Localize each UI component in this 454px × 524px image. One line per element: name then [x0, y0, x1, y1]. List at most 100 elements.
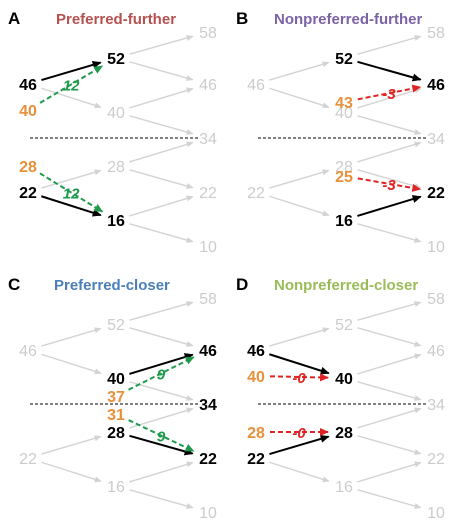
tree-edge	[41, 461, 102, 483]
node-value: 10	[199, 239, 217, 256]
difference-label: -3	[382, 177, 396, 194]
tree-edge	[129, 87, 194, 109]
node-value: 28	[335, 425, 353, 442]
node-value: 22	[19, 185, 37, 202]
node-value: 22	[19, 451, 37, 468]
difference-label: -3	[382, 86, 396, 103]
tree-edge	[357, 353, 422, 375]
node-value: 40	[335, 105, 353, 122]
tree-edge	[357, 435, 422, 455]
difference-label: 9	[157, 366, 166, 383]
node-value: 22	[427, 451, 445, 468]
panel-b: B Nonpreferred-further 46 22 52 40 28 16 58 46 3…	[236, 9, 445, 256]
tree-edge	[269, 61, 330, 81]
chosen-arrow	[129, 353, 194, 375]
node-value: 40	[107, 371, 125, 388]
node-value: 16	[107, 213, 125, 230]
chosen-arrow	[129, 434, 194, 456]
tree-edge	[129, 35, 194, 55]
node-value: 52	[107, 317, 125, 334]
tree-edge	[129, 327, 194, 347]
node-value: 22	[247, 185, 265, 202]
tree-b: 46 22 52 40 28 16 58 46 34 22 10 43 25 -3 -3	[247, 25, 445, 256]
tree-edge	[41, 169, 102, 189]
difference-arrow	[39, 65, 104, 104]
node-value: 46	[19, 77, 37, 94]
node-value: 28	[107, 159, 125, 176]
tree-edge	[357, 141, 422, 163]
node-value: 58	[199, 25, 217, 42]
tree-edge	[357, 407, 422, 429]
node-value: 10	[427, 505, 445, 522]
tree-edge	[129, 169, 194, 189]
tree-edge	[357, 223, 422, 243]
node-value: 34	[427, 131, 445, 148]
tree-edge	[129, 195, 194, 217]
difference-label: 12	[63, 185, 80, 202]
tree-edge	[357, 461, 422, 483]
node-value: 34	[199, 397, 217, 414]
panel-title: Nonpreferred-further	[274, 11, 423, 28]
difference-label: 12	[63, 78, 80, 95]
alternative-value: 37	[107, 389, 125, 406]
tree-edge	[269, 461, 330, 483]
tree-a: 46 22 52 40 28 16 58 46 34 22 10 40 28 12 12	[19, 25, 217, 256]
tree-edge	[269, 87, 330, 109]
chosen-arrow	[269, 353, 330, 375]
tree-edge	[129, 141, 194, 163]
node-value: 46	[19, 343, 37, 360]
node-value: 46	[199, 343, 217, 360]
node-value: 16	[335, 213, 353, 230]
panel-letter: D	[236, 275, 248, 294]
tree-edge	[357, 301, 422, 321]
node-value: 46	[427, 77, 445, 94]
panel-d: D Nonpreferred-closer 46 22 52 40 28 16 58 46 34…	[236, 275, 445, 522]
chosen-arrow	[357, 195, 422, 217]
difference-arrow	[39, 172, 104, 213]
difference-arrow	[357, 84, 422, 101]
alternative-value: 28	[19, 159, 37, 176]
panel-title: Nonpreferred-closer	[274, 277, 418, 294]
tree-edge	[129, 489, 194, 509]
tree-edge	[357, 327, 422, 347]
tree-edge	[357, 381, 422, 401]
panel-letter: C	[8, 275, 20, 294]
panel-a: A Preferred-further 46 22 52 40 28 16 58 46 34 22…	[8, 9, 217, 256]
node-value: 40	[107, 105, 125, 122]
node-value: 46	[247, 343, 265, 360]
tree-edge	[41, 87, 102, 109]
node-value: 58	[427, 25, 445, 42]
difference-arrow	[269, 373, 330, 382]
node-value: 58	[427, 291, 445, 308]
panel-title: Preferred-further	[56, 11, 176, 28]
alternative-value: 40	[247, 369, 265, 386]
difference-label: -0	[292, 370, 306, 387]
node-value: 16	[335, 479, 353, 496]
tree-edge	[41, 353, 102, 375]
node-value: 58	[199, 291, 217, 308]
alternative-value: 28	[247, 425, 265, 442]
panel-c: C Preferred-closer 46 22 52 40 28 16 58 46 34 22 1…	[8, 275, 217, 522]
node-value: 22	[199, 451, 217, 468]
tree-edge	[269, 169, 330, 189]
node-value: 46	[247, 77, 265, 94]
node-value: 22	[199, 185, 217, 202]
node-value: 34	[427, 397, 445, 414]
panel-title: Preferred-closer	[54, 277, 170, 294]
node-value: 10	[427, 239, 445, 256]
panel-letter: B	[236, 9, 248, 28]
tree-d: 46 22 52 40 28 16 58 46 34 22 10 40 28 -0 -0	[247, 291, 445, 522]
chosen-arrow	[41, 195, 102, 217]
node-value: 52	[107, 51, 125, 68]
alternative-value: 31	[107, 407, 125, 424]
node-value: 52	[335, 317, 353, 334]
tree-edge	[357, 169, 422, 189]
chosen-arrow	[357, 60, 422, 82]
chosen-arrow	[41, 60, 102, 81]
difference-label: -0	[292, 425, 306, 442]
alternative-value: 43	[335, 95, 353, 112]
node-value: 22	[247, 451, 265, 468]
node-value: 28	[335, 159, 353, 176]
